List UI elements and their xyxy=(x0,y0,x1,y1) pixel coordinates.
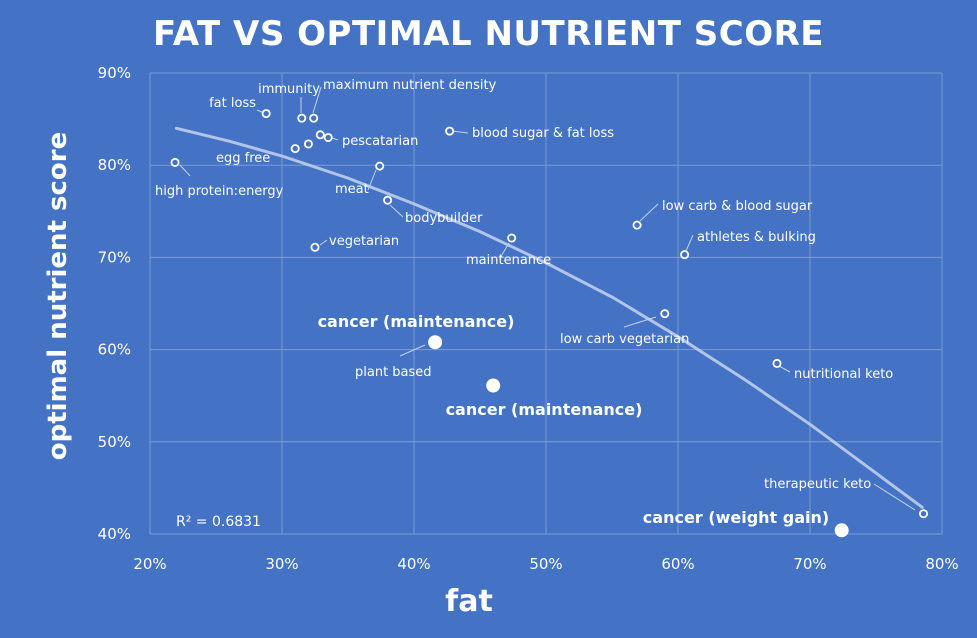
highlight-label: cancer (weight gain) xyxy=(643,508,829,527)
label-leader-line xyxy=(367,169,377,191)
data-point xyxy=(772,358,782,368)
point-label: plant based xyxy=(355,365,432,380)
trendline-curve xyxy=(174,126,924,509)
label-leader-line xyxy=(179,164,191,177)
y-tick-label: 60% xyxy=(98,341,131,359)
x-tick-label: 50% xyxy=(529,555,562,573)
label-leader-line xyxy=(499,242,510,259)
x-tick-label: 30% xyxy=(265,555,298,573)
data-point xyxy=(170,157,180,167)
point-label: meat xyxy=(335,182,369,197)
y-tick-label: 50% xyxy=(98,433,131,451)
point-label: low carb & blood sugar xyxy=(662,199,813,214)
y-tick-label: 90% xyxy=(98,64,131,82)
point-label: maintenance xyxy=(466,253,551,268)
data-point xyxy=(310,242,320,252)
data-point xyxy=(375,161,385,171)
trendline xyxy=(174,126,924,509)
data-point xyxy=(315,130,325,140)
data-point xyxy=(323,133,333,143)
data-point xyxy=(383,195,393,205)
data-point xyxy=(660,309,670,319)
data-point xyxy=(445,126,455,136)
label-leader-line xyxy=(685,234,694,252)
chart-title: FAT VS OPTIMAL NUTRIENT SCORE xyxy=(152,14,825,54)
data-point xyxy=(261,109,271,119)
grid xyxy=(149,72,943,535)
x-axis-label: fat xyxy=(445,584,493,619)
label-leader-line xyxy=(623,316,657,328)
point-label: high protein:energy xyxy=(155,184,284,199)
label-leader-line xyxy=(639,203,659,222)
point-label: nutritional keto xyxy=(794,367,893,382)
data-point xyxy=(632,220,642,230)
label-leader-line xyxy=(312,86,322,114)
label-leader-line xyxy=(873,483,916,511)
data-points xyxy=(170,109,929,538)
data-point xyxy=(290,144,300,154)
y-tick-label: 80% xyxy=(98,156,131,174)
label-leader-line xyxy=(319,239,328,246)
data-point xyxy=(303,139,313,149)
point-label: vegetarian xyxy=(329,234,399,249)
point-label: maximum nutrient density xyxy=(323,78,497,93)
data-point xyxy=(680,250,690,260)
label-leader-line xyxy=(389,204,404,218)
highlight-point xyxy=(428,335,443,350)
x-tick-label: 20% xyxy=(133,555,166,573)
point-label: therapeutic keto xyxy=(764,477,871,492)
x-tick-label: 80% xyxy=(925,555,958,573)
highlight-label: cancer (maintenance) xyxy=(318,312,515,331)
r-squared-label: R² = 0.6831 xyxy=(176,514,261,530)
x-tick-label: 40% xyxy=(397,555,430,573)
data-point xyxy=(297,113,307,123)
highlight-point xyxy=(486,378,501,393)
point-label: athletes & bulking xyxy=(697,230,816,245)
label-leader-line xyxy=(778,365,791,373)
highlight-label: cancer (maintenance) xyxy=(446,400,643,419)
data-point xyxy=(309,113,319,123)
point-label: egg free xyxy=(216,151,270,166)
point-label: low carb vegetarian xyxy=(560,332,689,347)
label-leader-line xyxy=(399,344,426,357)
label-leader-line xyxy=(451,130,469,134)
label-leader-lines xyxy=(179,86,916,511)
y-tick-label: 70% xyxy=(98,248,131,266)
point-label: bodybuilder xyxy=(405,211,483,226)
point-label: blood sugar & fat loss xyxy=(472,126,614,141)
x-tick-label: 60% xyxy=(661,555,694,573)
label-leader-line xyxy=(331,137,339,141)
point-label: pescatarian xyxy=(342,134,418,149)
axis-ticks: 20% 30% 40% 50% 60% 70% 80% 40% 50% 60% 70% 80% 90% xyxy=(98,64,959,573)
point-label: immunity xyxy=(258,82,320,97)
point-label: fat loss xyxy=(209,96,256,111)
y-tick-label: 40% xyxy=(98,525,131,543)
x-tick-label: 70% xyxy=(793,555,826,573)
highlight-point xyxy=(834,523,849,538)
data-point xyxy=(507,233,517,243)
data-point xyxy=(919,509,929,519)
